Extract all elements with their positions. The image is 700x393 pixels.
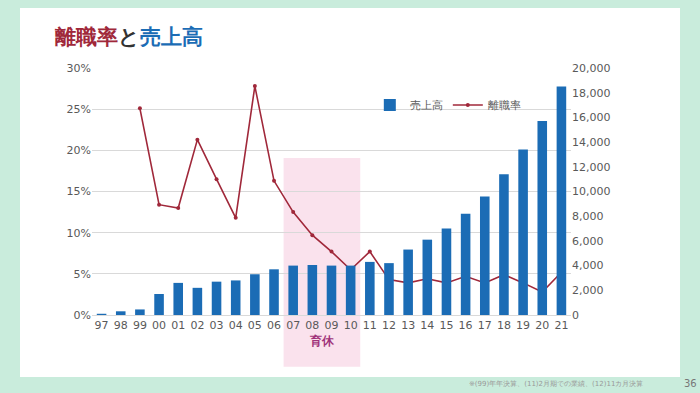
svg-text:20: 20 (535, 319, 549, 332)
svg-text:19: 19 (516, 319, 530, 332)
svg-text:08: 08 (305, 319, 319, 332)
svg-text:13: 13 (401, 319, 415, 332)
svg-text:98: 98 (114, 319, 128, 332)
svg-text:01: 01 (171, 319, 185, 332)
svg-text:11: 11 (363, 319, 377, 332)
svg-text:10: 10 (344, 319, 358, 332)
svg-text:25%: 25% (67, 103, 91, 116)
svg-text:10,000: 10,000 (572, 185, 611, 198)
svg-text:15%: 15% (67, 185, 91, 198)
svg-text:2,000: 2,000 (572, 284, 604, 297)
svg-text:07: 07 (286, 319, 300, 332)
svg-text:05: 05 (248, 319, 262, 332)
svg-text:10%: 10% (67, 227, 91, 240)
svg-text:97: 97 (95, 319, 109, 332)
svg-text:16,000: 16,000 (572, 111, 611, 124)
svg-text:育休: 育休 (309, 334, 335, 348)
svg-text:14: 14 (420, 319, 434, 332)
svg-text:09: 09 (325, 319, 339, 332)
svg-text:離職率: 離職率 (488, 99, 521, 112)
svg-text:4,000: 4,000 (572, 259, 604, 272)
svg-text:20,000: 20,000 (572, 62, 611, 75)
svg-text:0: 0 (572, 309, 579, 322)
svg-text:02: 02 (190, 319, 204, 332)
svg-text:99: 99 (133, 319, 147, 332)
svg-text:06: 06 (267, 319, 281, 332)
svg-text:5%: 5% (74, 268, 91, 281)
svg-text:03: 03 (210, 319, 224, 332)
svg-text:30%: 30% (67, 62, 91, 75)
svg-text:離職率と売上高: 離職率と売上高 (54, 25, 203, 49)
svg-text:15: 15 (439, 319, 453, 332)
svg-text:21: 21 (554, 319, 568, 332)
svg-text:20%: 20% (67, 144, 91, 157)
svg-text:※(99)年年決算、(11)2月期での業績、(12)11カ月: ※(99)年年決算、(11)2月期での業績、(12)11カ月決算 (469, 380, 643, 388)
svg-text:17: 17 (478, 319, 492, 332)
svg-text:0%: 0% (74, 309, 91, 322)
svg-text:14,000: 14,000 (572, 136, 611, 149)
svg-text:8,000: 8,000 (572, 210, 604, 223)
svg-text:36: 36 (684, 378, 697, 389)
svg-text:18: 18 (497, 319, 511, 332)
svg-text:00: 00 (152, 319, 166, 332)
svg-text:16: 16 (459, 319, 473, 332)
svg-text:04: 04 (229, 319, 243, 332)
svg-text:6,000: 6,000 (572, 235, 604, 248)
svg-text:18,000: 18,000 (572, 87, 611, 100)
svg-text:12,000: 12,000 (572, 161, 611, 174)
svg-text:売上高: 売上高 (410, 99, 443, 112)
svg-text:12: 12 (382, 319, 396, 332)
